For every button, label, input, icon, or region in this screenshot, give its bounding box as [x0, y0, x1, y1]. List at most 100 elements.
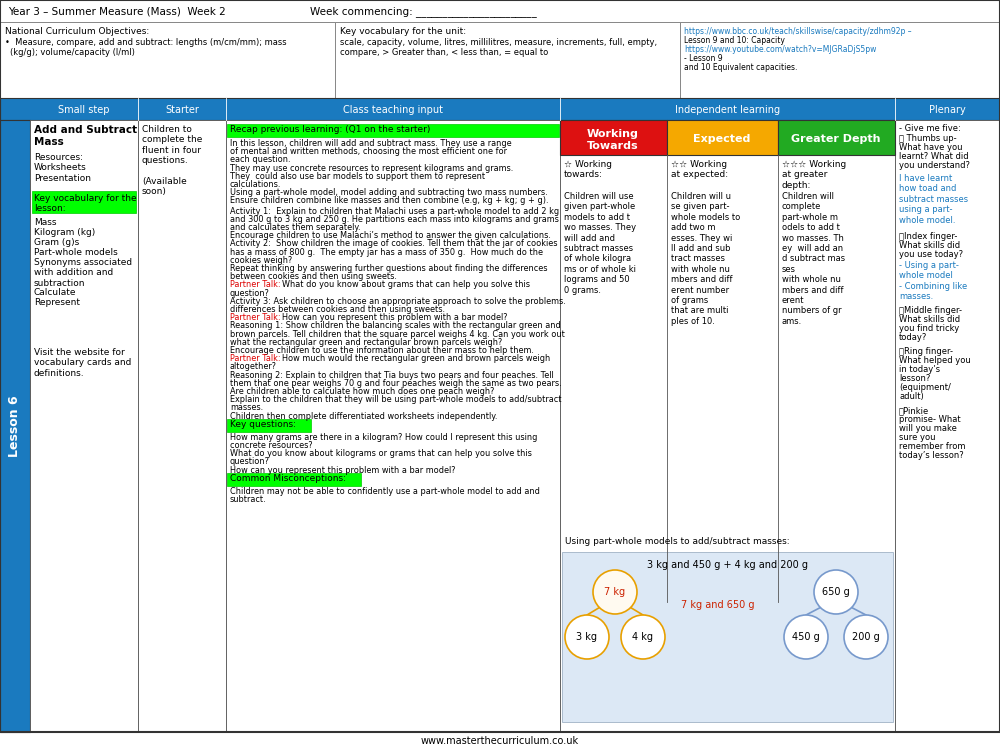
Text: you understand?: you understand?	[899, 161, 970, 170]
Bar	[560, 120, 895, 732]
Text: Ensure children combine like masses and then combine (e.g, kg + kg; g + g).: Ensure children combine like masses and …	[230, 196, 548, 206]
Text: Children to
complete the
fluent in four
questions.: Children to complete the fluent in four …	[142, 125, 202, 165]
Text: Children will
complete
part-whole m
odels to add t
wo masses. Th
ey  will add an: Children will complete part-whole m odel…	[782, 192, 845, 326]
Text: - Give me five:: - Give me five:	[899, 124, 961, 133]
Text: Class teaching input: Class teaching input	[343, 105, 443, 115]
Text: 👍 Thumbs up-: 👍 Thumbs up-	[899, 134, 957, 143]
Text: Calculate: Calculate	[34, 288, 76, 297]
Text: 🤚Pinkie: 🤚Pinkie	[899, 406, 929, 415]
Text: Activity 1:  Explain to children that Malachi uses a part-whole model to add 2 k: Activity 1: Explain to children that Mal…	[230, 206, 559, 215]
Bar	[0, 0, 1000, 22]
Text: Children will u
se given part-
whole models to
add two m
esses. They wi
ll add a: Children will u se given part- whole mod…	[671, 192, 740, 326]
Text: Explain to the children that they will be using part-whole models to add/subtrac: Explain to the children that they will b…	[230, 395, 562, 404]
Text: ☆ Working
towards:: ☆ Working towards:	[564, 160, 612, 179]
Text: National Curriculum Objectives:: National Curriculum Objectives:	[5, 27, 149, 36]
Text: cookies weigh?: cookies weigh?	[230, 256, 292, 265]
Text: 650 g: 650 g	[822, 587, 850, 597]
Text: •  Measure, compare, add and subtract: lengths (m/cm/mm); mass: • Measure, compare, add and subtract: le…	[5, 38, 287, 47]
Text: I have learnt
how toad and
subtract masses
using a part-
whole model.: I have learnt how toad and subtract mass…	[899, 174, 968, 224]
Text: Repeat thinking by answering further questions about finding the differences: Repeat thinking by answering further que…	[230, 264, 548, 273]
Text: Common Misconceptions:: Common Misconceptions:	[230, 474, 346, 483]
Text: Key vocabulary for the unit:: Key vocabulary for the unit:	[340, 27, 466, 36]
Text: compare, > Greater than, < less than, = equal to: compare, > Greater than, < less than, = …	[340, 48, 548, 57]
Text: Key vocabulary for the
lesson:: Key vocabulary for the lesson:	[34, 194, 137, 214]
Text: How can you represent this problem with a bar model?: How can you represent this problem with …	[230, 466, 456, 475]
Text: Year 3 – Summer Measure (Mass)  Week 2: Year 3 – Summer Measure (Mass) Week 2	[8, 6, 226, 16]
Circle shape	[565, 615, 609, 659]
Text: 3 kg: 3 kg	[576, 632, 598, 642]
Text: learnt? What did: learnt? What did	[899, 152, 969, 161]
Text: Partner Talk:: Partner Talk:	[230, 280, 283, 290]
Bar	[138, 120, 226, 732]
Text: adult): adult)	[899, 392, 924, 401]
Text: Reasoning 1: Show children the balancing scales with the rectangular green and: Reasoning 1: Show children the balancing…	[230, 322, 561, 331]
Text: Plenary: Plenary	[929, 105, 966, 115]
Text: 🤞Index finger-: 🤞Index finger-	[899, 232, 957, 241]
Text: Week commencing: _______________________: Week commencing: _______________________	[310, 6, 537, 17]
Text: in today’s: in today’s	[899, 365, 940, 374]
Bar	[335, 22, 680, 98]
Text: 💎Ring finger-: 💎Ring finger-	[899, 347, 953, 356]
Bar	[895, 120, 1000, 732]
Text: Part-whole models: Part-whole models	[34, 248, 118, 257]
Text: brown parcels. Tell children that the square parcel weighs 4 kg. Can you work ou: brown parcels. Tell children that the sq…	[230, 329, 565, 338]
Text: What skills did: What skills did	[899, 241, 960, 250]
Text: Mass: Mass	[34, 218, 56, 227]
Text: Represent: Represent	[34, 298, 80, 307]
Text: 🤟Middle finger-: 🤟Middle finger-	[899, 306, 962, 315]
Text: What helped you: What helped you	[899, 356, 971, 365]
Text: Children then complete differentiated worksheets independently.: Children then complete differentiated wo…	[230, 412, 497, 421]
Text: How much would the rectangular green and brown parcels weigh: How much would the rectangular green and…	[282, 354, 550, 363]
Text: 7 kg and 650 g: 7 kg and 650 g	[681, 600, 754, 610]
Text: Working
Towards: Working Towards	[587, 129, 639, 151]
Bar	[0, 98, 1000, 120]
Text: https://www.youtube.com/watch?v=MJGRaDjS5pw: https://www.youtube.com/watch?v=MJGRaDjS…	[684, 45, 876, 54]
Text: Lesson 9 and 10: Capacity: Lesson 9 and 10: Capacity	[684, 36, 785, 45]
Text: - Lesson 9: - Lesson 9	[684, 54, 723, 63]
Text: masses.: masses.	[230, 404, 263, 412]
Text: What do you know about grams that can help you solve this: What do you know about grams that can he…	[282, 280, 530, 290]
Text: They may use concrete resources to represent kilograms and grams.: They may use concrete resources to repre…	[230, 164, 513, 172]
Text: What skills did: What skills did	[899, 315, 960, 324]
Text: Encourage children to use Malachi’s method to answer the given calculations.: Encourage children to use Malachi’s meth…	[230, 231, 551, 240]
Text: Partner Talk:: Partner Talk:	[230, 314, 283, 322]
Text: will you make: will you make	[899, 424, 957, 433]
Text: Starter: Starter	[165, 105, 199, 115]
Bar	[30, 120, 138, 732]
Text: lesson?: lesson?	[899, 374, 930, 383]
Text: 4 kg: 4 kg	[633, 632, 654, 642]
Text: altogether?: altogether?	[230, 362, 277, 371]
Text: between cookies and then using sweets.: between cookies and then using sweets.	[230, 272, 397, 281]
Text: In this lesson, children will add and subtract mass. They use a range: In this lesson, children will add and su…	[230, 139, 512, 148]
Text: subtract.: subtract.	[230, 495, 267, 504]
Text: Encourage children to use the information about their mass to help them.: Encourage children to use the informatio…	[230, 346, 534, 355]
Text: ☆☆ Working
at expected:: ☆☆ Working at expected:	[671, 160, 728, 179]
Text: Activity 2:  Show children the image of cookies. Tell them that the jar of cooki: Activity 2: Show children the image of c…	[230, 239, 558, 248]
Text: Activity 3: Ask children to choose an appropriate approach to solve the problems: Activity 3: Ask children to choose an ap…	[230, 297, 566, 306]
Text: Using a part-whole model, model adding and subtracting two mass numbers.: Using a part-whole model, model adding a…	[230, 188, 548, 197]
Text: sure you: sure you	[899, 433, 936, 442]
Text: question?: question?	[230, 458, 270, 466]
Text: 450 g: 450 g	[792, 632, 820, 642]
Text: (Available
soon): (Available soon)	[142, 177, 187, 197]
Text: Are children able to calculate how much does one peach weigh?: Are children able to calculate how much …	[230, 387, 494, 396]
Text: you find tricky: you find tricky	[899, 324, 959, 333]
Text: Key questions:: Key questions:	[230, 420, 296, 429]
Text: what the rectangular green and rectangular brown parcels weigh?: what the rectangular green and rectangul…	[230, 338, 502, 346]
Bar	[778, 120, 895, 155]
Bar	[226, 120, 560, 732]
Text: Partner Talk:: Partner Talk:	[230, 354, 283, 363]
Text: Visit the website for
vocabulary cards and
definitions.: Visit the website for vocabulary cards a…	[34, 348, 131, 378]
Bar	[562, 552, 893, 722]
Circle shape	[814, 570, 858, 614]
Bar	[0, 120, 30, 732]
Text: Synonyms associated
with addition and
subtraction: Synonyms associated with addition and su…	[34, 258, 132, 288]
Circle shape	[621, 615, 665, 659]
Text: ☆☆☆ Working
at greater
depth:: ☆☆☆ Working at greater depth:	[782, 160, 846, 190]
Bar	[227, 419, 311, 432]
Text: Greater Depth: Greater Depth	[791, 134, 881, 144]
Text: How can you represent this problem with a bar model?: How can you represent this problem with …	[282, 314, 508, 322]
Text: (equipment/: (equipment/	[899, 383, 951, 392]
Text: Children will use
given part-whole
models to add t
wo masses. They
will add and
: Children will use given part-whole model…	[564, 192, 636, 295]
Text: (kg/g); volume/capacity (l/ml): (kg/g); volume/capacity (l/ml)	[10, 48, 135, 57]
